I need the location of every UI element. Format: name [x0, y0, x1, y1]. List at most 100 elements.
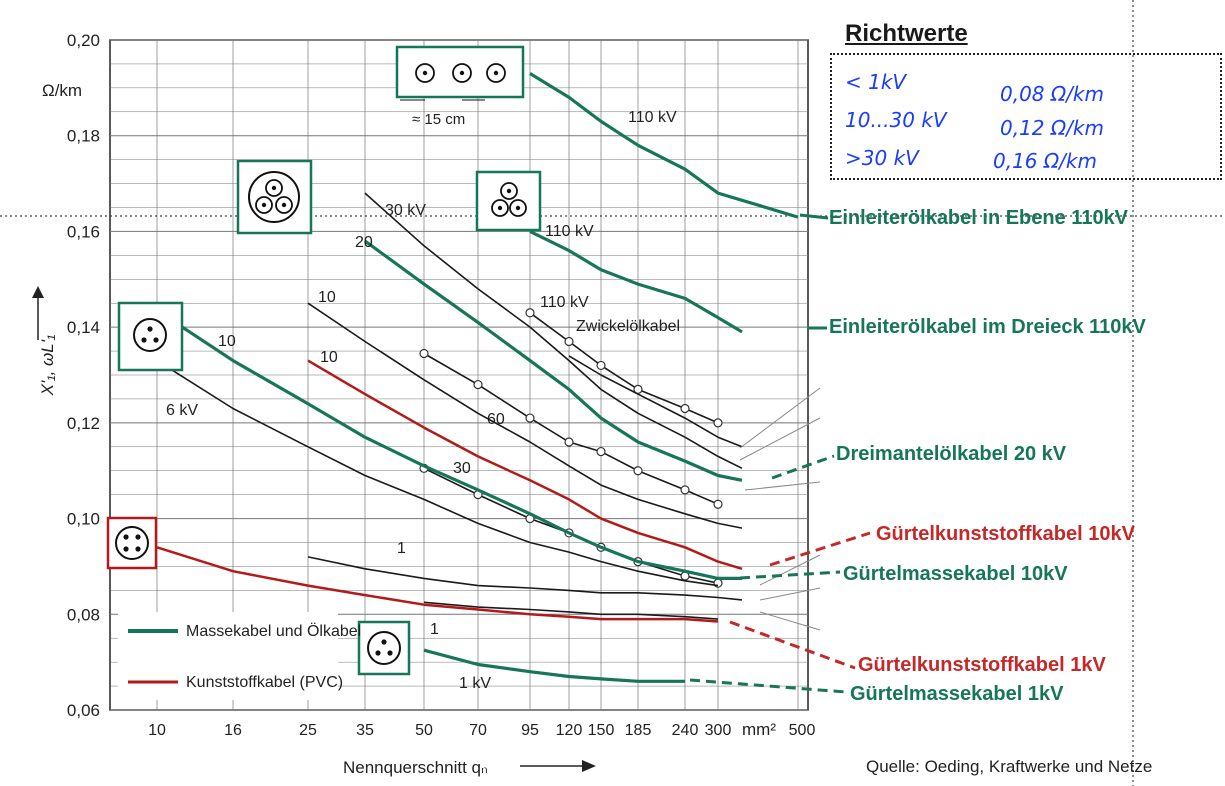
- series-line: [529, 229, 743, 334]
- data-point-marker: [525, 413, 535, 423]
- x-tick-label: 50: [415, 722, 433, 739]
- x-tick-label: 500: [789, 722, 816, 739]
- conductor-core-icon: [261, 202, 267, 208]
- legend-pvc-label: Kunststoffkabel (PVC): [186, 674, 343, 691]
- series-label: 110 kV: [628, 109, 677, 126]
- series-label: 30: [453, 460, 471, 477]
- series-line: [568, 355, 743, 448]
- spacing-label: ≈ 15 cm: [412, 111, 465, 128]
- continuation-line: [744, 481, 821, 491]
- data-point-marker: [473, 379, 483, 390]
- x-unit-label: mm²: [742, 720, 776, 739]
- series-label: 1: [397, 540, 406, 557]
- data-point-marker: [564, 336, 574, 347]
- grid: [109, 39, 809, 711]
- callout-leader: [739, 570, 841, 580]
- continuation-line: [759, 611, 821, 631]
- series-line: [156, 359, 719, 587]
- core-dot-icon: [141, 337, 147, 343]
- series-label: 110 kV: [540, 294, 589, 311]
- core-dot-icon: [135, 534, 141, 540]
- conductor-core-icon: [459, 70, 465, 76]
- series-label: 10: [218, 333, 236, 350]
- data-point-marker: [419, 348, 429, 359]
- core-dot-icon: [387, 650, 393, 656]
- core-dot-icon: [381, 639, 387, 645]
- data-point-marker: [713, 499, 723, 509]
- x-axis-label: Nennquerschnitt qₙ: [343, 758, 488, 777]
- data-point-marker: [564, 437, 574, 447]
- y-tick-label: 0,20: [67, 31, 100, 50]
- core-dot-icon: [375, 650, 381, 656]
- richtwerte-range-1: < 1kV: [845, 70, 907, 94]
- core-dot-icon: [123, 534, 129, 540]
- y-tick-label: 0,06: [67, 701, 100, 720]
- callout-leader: [771, 454, 835, 480]
- core-dot-icon: [147, 326, 153, 332]
- x-axis-arrow-head: [582, 760, 596, 772]
- conductor-core-icon: [497, 205, 503, 211]
- sheath-1kv-icon: [367, 631, 401, 665]
- callout-leader: [729, 620, 856, 670]
- continuation-line: [739, 387, 821, 449]
- x-tick-label: 185: [625, 722, 652, 739]
- conductor-core-icon: [422, 70, 428, 76]
- callout-label: Dreimantelölkabel 20 kV: [836, 443, 1067, 465]
- series-line: [529, 312, 719, 424]
- series-line: [423, 601, 719, 620]
- pvc-sheath-icon: [115, 526, 149, 560]
- x-tick-label: 35: [356, 722, 374, 739]
- continuation-line: [739, 417, 821, 461]
- three-core-mass-cable-icon: [117, 301, 184, 372]
- series-line: [423, 352, 719, 505]
- series-line: [364, 192, 743, 470]
- callout-leader: [689, 678, 847, 694]
- series-label: 10: [318, 289, 336, 306]
- series-label: 1: [430, 621, 439, 638]
- series-line: [307, 359, 743, 570]
- data-point-marker: [596, 446, 606, 457]
- y-tick-label: 0,10: [67, 510, 100, 529]
- series-line: [364, 239, 743, 482]
- conductor-core-icon: [493, 70, 499, 76]
- continuation-line: [759, 554, 821, 586]
- source-note: Quelle: Oeding, Kraftwerke und Netze: [866, 757, 1153, 776]
- core-dot-icon: [135, 546, 141, 552]
- richtwerte-value-1: 0,08 Ω/km: [1000, 82, 1104, 106]
- y-axis-label: X'₁, ωL'₁: [38, 334, 57, 396]
- series-line: [156, 309, 742, 580]
- core-dot-icon: [123, 546, 129, 552]
- callouts: Einleiterölkabel in Ebene 110kV Einleiter…: [689, 207, 1147, 705]
- conductor-core-icon: [281, 202, 287, 208]
- x-tick-label: 150: [588, 722, 615, 739]
- series-label: 6 kV: [166, 402, 198, 419]
- callout-leader: [769, 531, 871, 567]
- series-label: 20: [355, 234, 373, 251]
- x-tick-label: 240: [672, 722, 699, 739]
- series-lines: [156, 72, 821, 683]
- callout-label: Gürtelkunststoffkabel 10kV: [876, 523, 1136, 545]
- richtwerte-range-2: 10...30 kV: [845, 108, 947, 132]
- y-axis-arrow-head: [32, 286, 44, 298]
- callout-label: Gürtelmassekabel 1kV: [850, 683, 1064, 705]
- callout-label: Gürtelmassekabel 10kV: [843, 563, 1068, 585]
- series-label: 10: [320, 349, 338, 366]
- richtwerte-range-3: >30 kV: [845, 146, 919, 170]
- series-labels: 110 kV 110 kV 110 kV 30 kV 20 60 10 10 30 10 6 kV 1…: [166, 109, 680, 692]
- callout-label: Gürtelkunststoffkabel 1kV: [858, 654, 1107, 676]
- series-label: 110 kV: [545, 223, 594, 240]
- data-point-marker: [525, 308, 535, 318]
- core-dot-icon: [153, 337, 159, 343]
- callout-label: Einleiterölkabel in Ebene 110kV: [829, 207, 1129, 229]
- x-tick-label: 95: [521, 722, 539, 739]
- legend: Massekabel und Ölkabel Kunststoffkabel (…: [118, 612, 361, 700]
- richtwerte-box: [830, 53, 1222, 180]
- legend-mass-label: Massekabel und Ölkabel: [186, 622, 361, 640]
- y-tick-label: 0,12: [67, 414, 100, 433]
- conductor-core-icon: [506, 188, 512, 194]
- y-tick-label: 0,16: [67, 222, 100, 241]
- x-tick-label: 300: [705, 722, 732, 739]
- series-line: [307, 556, 743, 601]
